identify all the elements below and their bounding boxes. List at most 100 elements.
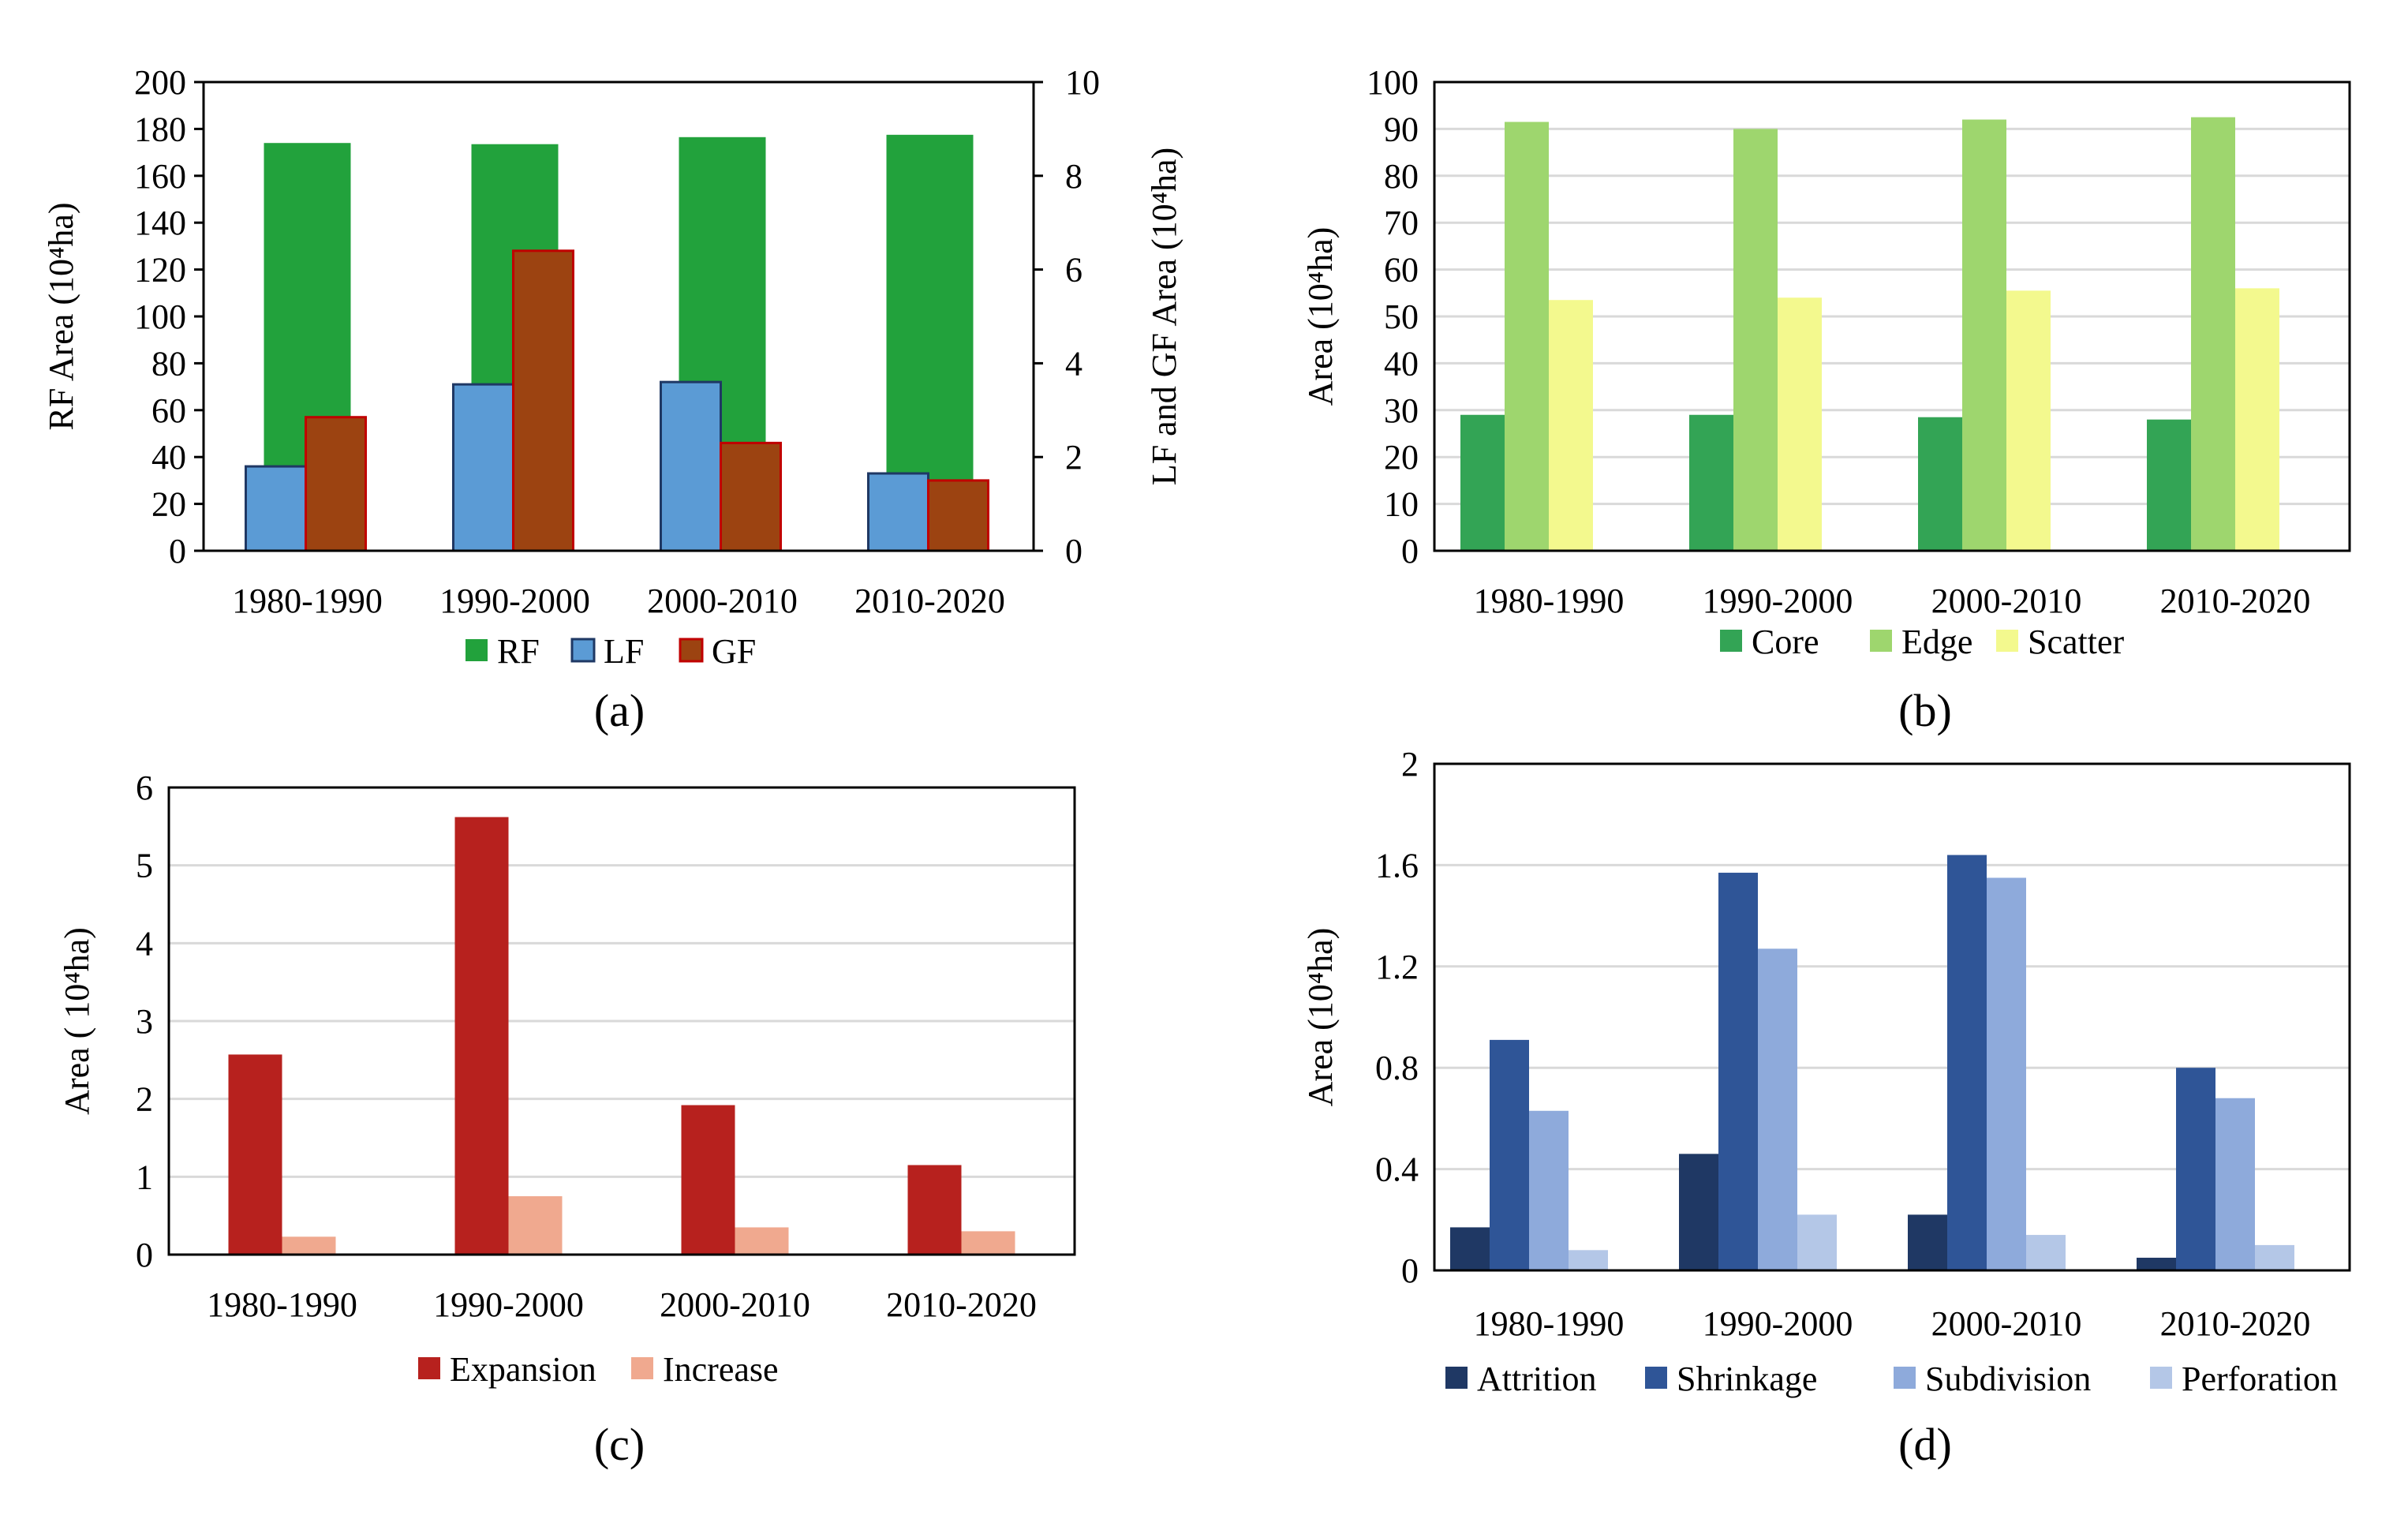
bar-subdivision-2010-2020 (2215, 1098, 2255, 1270)
y-tick-label: 70 (1384, 204, 1419, 242)
bar-expansion-2010-2020 (907, 1165, 962, 1255)
bar-increase-1990-2000 (508, 1196, 563, 1255)
x-tick-label: 2010-2020 (886, 1285, 1037, 1324)
y-tick-label: 3 (136, 1002, 153, 1041)
y-tick-label: 120 (134, 251, 186, 290)
bar-edge-2000-2010 (1962, 119, 2006, 551)
bar-scatter-2000-2010 (2006, 290, 2051, 551)
legend-swatch-lf (570, 638, 596, 663)
bar-edge-2010-2020 (2191, 117, 2235, 552)
y2-tick-label: 2 (1065, 438, 1082, 477)
x-tick-label: 1980-1990 (232, 582, 383, 620)
x-tick-label: 2000-2010 (1931, 582, 2082, 620)
legend-swatch-gf (679, 638, 704, 663)
y2-tick-label: 10 (1065, 63, 1100, 102)
y-tick-label: 1.2 (1375, 948, 1419, 986)
y2-tick-label: 4 (1065, 344, 1082, 383)
y-tick-label: 20 (1384, 438, 1419, 477)
bar-lf-1990-2000 (452, 383, 514, 552)
bar-core-1990-2000 (1689, 414, 1733, 551)
bar-perforation-1990-2000 (1797, 1214, 1837, 1270)
bar-attrition-2000-2010 (1908, 1214, 1947, 1270)
y-axis-title: RF Area (10⁴ha) (42, 202, 80, 430)
y-tick-label: 90 (1384, 110, 1419, 148)
bar-shrinkage-1980-1990 (1490, 1039, 1529, 1270)
legend-label-attrition: Attrition (1477, 1360, 1597, 1398)
panel-c: 0 1 2 3 4 5 6 1980-1990 1990-2000 2000-2010 2010-2… (58, 769, 1076, 1470)
panel-a: 0 20 40 60 80 100 120 140 160 180 200 0 2 4 6 8 10 1980-1… (42, 63, 1183, 736)
panel-label: (d) (1898, 1419, 1952, 1470)
legend-swatch-expansion (418, 1357, 440, 1379)
y-tick-label: 10 (1384, 485, 1419, 524)
legend-swatch-core (1720, 630, 1742, 652)
bar-attrition-1980-1990 (1450, 1227, 1490, 1270)
legend-label-lf: LF (604, 632, 644, 671)
bar-core-2000-2010 (1918, 417, 1962, 551)
bar-increase-2010-2020 (961, 1231, 1015, 1255)
legend-label-increase: Increase (663, 1350, 779, 1389)
plot-frame (1433, 762, 2351, 1272)
bar-attrition-2010-2020 (2137, 1257, 2176, 1270)
panel-label: (a) (594, 685, 645, 736)
bar-attrition-1990-2000 (1679, 1154, 1718, 1270)
bar-shrinkage-1990-2000 (1718, 873, 1758, 1270)
bar-expansion-1990-2000 (454, 817, 509, 1255)
legend-label-rf: RF (497, 632, 540, 671)
bar-lf-2000-2010 (660, 380, 722, 552)
x-tick-label: 1980-1990 (1474, 1304, 1625, 1343)
bar-scatter-1990-2000 (1778, 297, 1822, 551)
bar-subdivision-1980-1990 (1529, 1110, 1569, 1270)
legend-label-shrinkage: Shrinkage (1677, 1360, 1817, 1398)
y-tick-label: 0 (136, 1236, 153, 1274)
x-tick-label: 1990-2000 (1703, 1304, 1853, 1343)
bar-shrinkage-2010-2020 (2176, 1068, 2215, 1270)
bar-increase-2000-2010 (735, 1227, 789, 1255)
y-tick-label: 40 (1384, 344, 1419, 383)
y-tick-label: 40 (151, 438, 186, 477)
bar-core-2010-2020 (2147, 419, 2191, 551)
legend-label-edge: Edge (1901, 623, 1972, 661)
bar-increase-1980-1990 (282, 1236, 336, 1255)
legend-swatch-perforation (2150, 1367, 2172, 1389)
bar-edge-1980-1990 (1505, 122, 1549, 552)
plot-frame (167, 786, 1076, 1256)
x-tick-label: 2010-2020 (2160, 582, 2311, 620)
bar-subdivision-2000-2010 (1987, 877, 2026, 1270)
bar-perforation-1980-1990 (1569, 1250, 1608, 1270)
legend-label-expansion: Expansion (450, 1350, 596, 1389)
x-tick-label: 2010-2020 (854, 582, 1005, 620)
y-axis-title: Area ( 10⁴ha) (58, 927, 96, 1115)
y-tick-label: 5 (136, 847, 153, 885)
y-tick-label: 0 (169, 532, 186, 570)
y-tick-label: 50 (1384, 297, 1419, 336)
x-tick-label: 1980-1990 (207, 1285, 357, 1324)
legend-label-scatter: Scatter (2028, 623, 2125, 661)
bar-shrinkage-2000-2010 (1947, 855, 1987, 1270)
bar-perforation-2000-2010 (2026, 1235, 2066, 1270)
bar-edge-1990-2000 (1733, 129, 1778, 551)
y2-tick-label: 0 (1065, 532, 1082, 570)
y2-axis-title: LF and GF Area (10⁴ha) (1145, 148, 1183, 485)
panel-b: 0 10 20 30 40 50 60 70 80 90 100 1980-1990 1990-2000… (1301, 63, 2351, 736)
x-tick-label: 2010-2020 (2160, 1304, 2311, 1343)
bar-lf-2010-2020 (867, 472, 929, 552)
y-tick-label: 80 (1384, 157, 1419, 196)
y-tick-label: 6 (136, 769, 153, 807)
x-tick-label: 2000-2010 (660, 1285, 810, 1324)
y-tick-label: 1.6 (1375, 846, 1419, 885)
bar-subdivision-1990-2000 (1758, 948, 1797, 1270)
y-axis-title: Area (10⁴ha) (1301, 227, 1340, 406)
x-tick-label: 1980-1990 (1474, 582, 1625, 620)
legend-swatch-attrition (1445, 1367, 1468, 1389)
y-axis-title: Area (10⁴ha) (1301, 928, 1340, 1107)
x-tick-label: 1990-2000 (433, 1285, 584, 1324)
y-tick-label: 0.4 (1375, 1150, 1419, 1189)
y-tick-label: 140 (134, 204, 186, 242)
legend-swatch-scatter (1996, 630, 2018, 652)
legend-swatch-edge (1870, 630, 1892, 652)
bar-lf-1980-1990 (245, 465, 307, 552)
panel-d: 0 0.4 0.8 1.2 1.6 2 1980-1990 1990-2000 2000-201… (1301, 745, 2351, 1470)
bar-scatter-1980-1990 (1549, 300, 1593, 551)
y-tick-label: 0 (1401, 532, 1419, 570)
